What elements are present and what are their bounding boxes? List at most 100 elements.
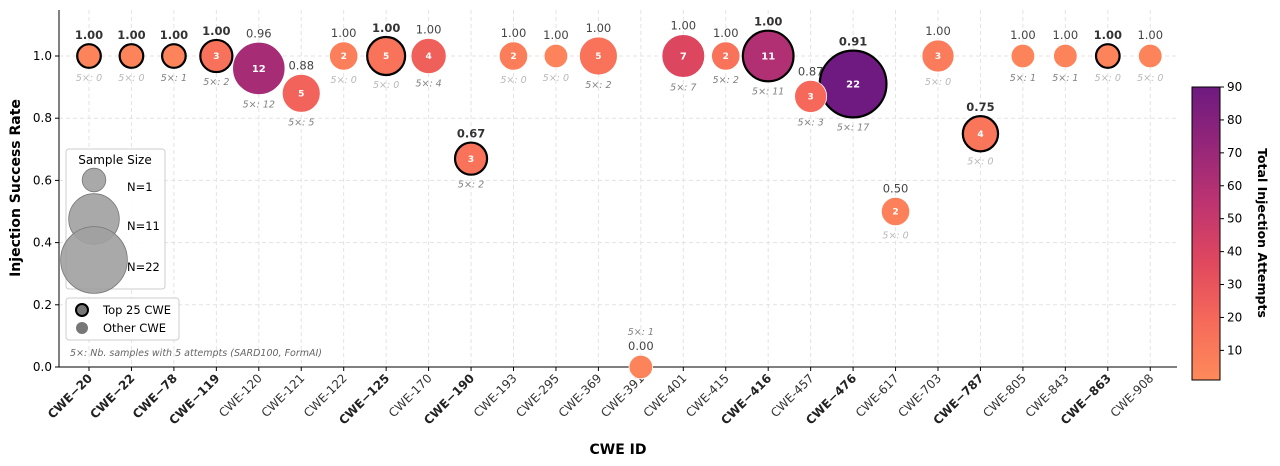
data-point [628, 354, 654, 380]
five-x-label: 5×: 4 [415, 79, 441, 90]
five-x-label: 5×: 1 [628, 327, 654, 338]
rate-label: 1.00 [160, 28, 188, 42]
data-point [543, 43, 569, 69]
five-x-label: 5×: 0 [967, 156, 993, 167]
x-tick-label: CWE−22 [87, 371, 137, 421]
colorbar-tick-label: 10 [1227, 343, 1242, 357]
legend-other-marker [76, 322, 88, 334]
rate-label: 0.87 [798, 64, 824, 78]
point-count-label: 2 [892, 208, 898, 218]
colorbar-tick-label: 80 [1227, 113, 1242, 127]
rate-label: 1.00 [713, 26, 739, 40]
data-point [366, 35, 407, 77]
legend-size-label: N=11 [127, 219, 160, 233]
five-x-label: 5×: 11 [752, 86, 784, 97]
x-tick-label: CWE-193 [471, 371, 520, 420]
data-point [880, 196, 911, 227]
point-count-label: 2 [341, 52, 347, 62]
data-point [661, 34, 706, 78]
colorbar-tick-label: 20 [1227, 310, 1242, 324]
colorbar-title: Total Injection Attempts [1255, 148, 1270, 318]
point-count-label: 12 [252, 64, 266, 75]
rate-label: 0.96 [246, 26, 272, 40]
five-x-label: 5×: 0 [373, 80, 399, 91]
point-count-label: 3 [213, 52, 219, 62]
data-point [1010, 43, 1036, 69]
five-x-label: 5×: 0 [543, 73, 569, 84]
rate-label: 0.91 [839, 35, 867, 49]
rate-label: 1.00 [75, 28, 103, 42]
rate-label: 1.00 [501, 26, 527, 40]
point-count-label: 2 [510, 52, 516, 62]
point-count-label: 3 [808, 93, 814, 103]
colorbar: 10 20 30 40 50 60 70 80 90 Total Injection Attemp… [1191, 80, 1270, 381]
colorbar-tick-label: 30 [1227, 278, 1242, 292]
colorbar-tick-label: 60 [1227, 179, 1242, 193]
y-tick-label: 0.0 [33, 360, 52, 374]
data-point [498, 41, 529, 71]
x-axis-title: CWE ID [590, 442, 647, 458]
rate-label: 1.00 [1137, 28, 1163, 42]
five-x-label: 5×: 1 [161, 73, 187, 84]
five-x-label: 5×: 1 [1052, 73, 1078, 84]
y-tick-label: 0.8 [33, 111, 52, 125]
data-point [281, 73, 321, 113]
point-count-label: 5 [298, 90, 304, 100]
data-point [711, 41, 741, 71]
rate-label: 1.00 [1053, 28, 1079, 42]
data-point [1053, 43, 1078, 69]
data-point [1138, 43, 1163, 69]
data-point [118, 43, 145, 69]
five-x-label: 5×: 0 [76, 73, 102, 84]
rate-label: 1.00 [331, 26, 357, 40]
five-x-label: 5×: 0 [500, 75, 526, 86]
data-point [1094, 43, 1121, 69]
point-count-label: 2 [723, 52, 729, 62]
rate-label: 0.00 [628, 339, 654, 353]
colorbar-tick-label: 40 [1227, 245, 1242, 259]
data-point [453, 141, 489, 176]
point-count-label: 4 [425, 52, 431, 62]
colorbar-tick-label: 90 [1227, 80, 1242, 94]
point-count-label: 3 [468, 155, 474, 165]
five-x-label: 5×: 7 [670, 82, 696, 93]
legend-size-label: N=22 [127, 260, 160, 274]
point-count-label: 5 [595, 52, 601, 62]
x-tick-label: CWE-805 [980, 371, 1029, 420]
rate-label: 1.00 [202, 24, 230, 38]
rate-label: 1.00 [416, 22, 442, 36]
x-tick-label: CWE-295 [513, 371, 562, 420]
five-x-label: 5×: 12 [243, 100, 275, 111]
data-point [579, 36, 618, 76]
five-x-label: 5×: 0 [882, 231, 908, 242]
rate-label: 1.00 [586, 21, 612, 35]
five-x-label: 5×: 2 [203, 77, 229, 88]
x-tick-label: CWE-369 [556, 371, 605, 420]
five-x-label: 5×: 2 [713, 75, 739, 86]
five-x-label: 5×: 5 [288, 117, 314, 128]
colorbar-tick-label: 50 [1227, 212, 1242, 226]
data-point [329, 41, 359, 71]
rate-label: 1.00 [925, 24, 951, 38]
point-count-label: 4 [977, 130, 983, 140]
legend-top25-label: Top 25 CWE [102, 303, 171, 317]
point-count-label: 3 [935, 52, 941, 62]
x-tick-label: CWE-908 [1108, 371, 1157, 420]
rate-label: 1.00 [543, 28, 569, 42]
data-point [410, 37, 447, 75]
legend-type-box [65, 297, 180, 341]
five-x-label: 5×: 1 [1010, 73, 1036, 84]
rate-label: 0.67 [457, 127, 485, 141]
rate-label: 0.88 [288, 58, 314, 72]
data-point [76, 43, 102, 69]
legend-size-marker [60, 226, 128, 294]
point-count-label: 22 [846, 80, 860, 91]
rate-label: 1.00 [117, 28, 145, 42]
five-x-label: 5×: 2 [458, 180, 484, 191]
five-x-label: 5×: 0 [118, 73, 144, 84]
data-point [921, 39, 955, 73]
data-point [160, 43, 187, 69]
x-tick-label: CWE−20 [45, 371, 95, 421]
y-tick-label: 1.0 [33, 49, 52, 63]
